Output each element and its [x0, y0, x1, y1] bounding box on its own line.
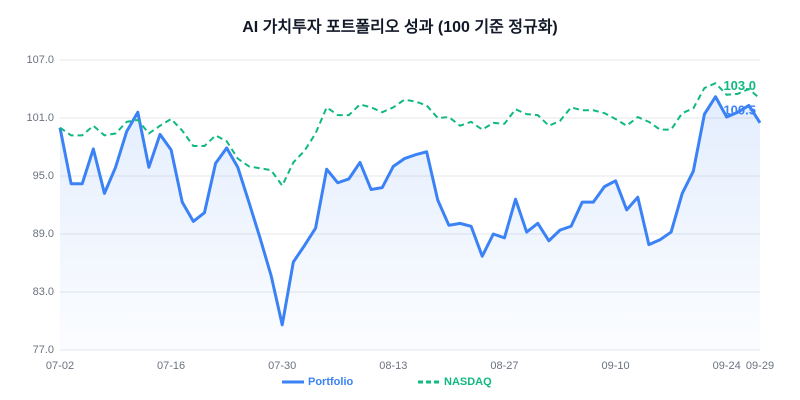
legend-label: NASDAQ [444, 376, 492, 388]
y-tick-label: 89.0 [33, 228, 54, 240]
chart-title: AI 가치투자 포트폴리오 성과 (100 기준 정규화) [242, 17, 558, 36]
y-tick-label: 77.0 [33, 344, 54, 356]
x-tick-label: 09-10 [601, 360, 629, 372]
y-tick-label: 95.0 [33, 170, 54, 182]
x-tick-label: 07-16 [157, 360, 185, 372]
x-tick-label: 08-27 [490, 360, 518, 372]
series-line [58, 95, 762, 327]
legend-item: NASDAQ [418, 376, 492, 388]
value-label: 103.0 [723, 78, 756, 93]
legend-item: Portfolio [282, 376, 353, 388]
x-tick-label: 09-24 [713, 360, 741, 372]
y-tick-label: 101.0 [26, 112, 54, 124]
x-tick-label: 07-30 [268, 360, 296, 372]
series-line [59, 82, 761, 187]
x-tick-label: 09-29 [746, 360, 774, 372]
legend-label: Portfolio [308, 376, 353, 388]
value-label: 100.5 [723, 102, 756, 117]
x-tick-label: 07-02 [46, 360, 74, 372]
x-tick-label: 08-13 [379, 360, 407, 372]
area [60, 96, 760, 350]
y-tick-label: 83.0 [33, 286, 54, 298]
y-tick-label: 107.0 [26, 54, 54, 66]
